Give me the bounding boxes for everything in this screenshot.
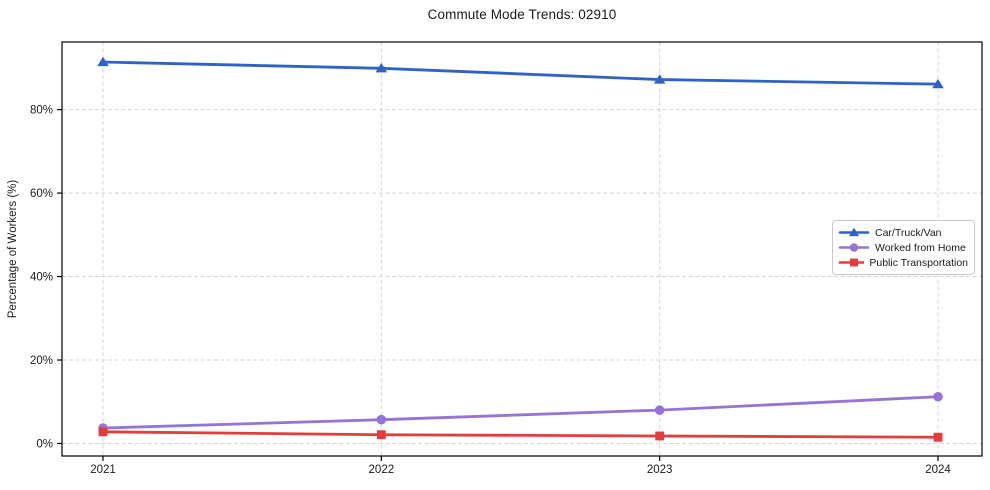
legend-item-car-truck-van: Car/Truck/Van bbox=[838, 226, 968, 239]
y-tick-label: 40% bbox=[30, 272, 53, 284]
series-public-transportation bbox=[98, 427, 943, 442]
x-tick-label: 2021 bbox=[90, 464, 116, 476]
legend-label: Car/Truck/Van bbox=[875, 226, 942, 239]
marker-circle-icon bbox=[933, 391, 943, 402]
legend-label: Worked from Home bbox=[875, 241, 966, 254]
chart-title: Commute Mode Trends: 02910 bbox=[427, 7, 617, 22]
series-car-truck-van bbox=[97, 56, 944, 89]
marker-triangle-icon bbox=[848, 227, 860, 237]
marker-square-icon bbox=[376, 430, 386, 440]
marker-triangle-icon bbox=[375, 63, 388, 73]
marker-square-icon bbox=[98, 427, 108, 437]
marker-triangle-icon bbox=[932, 78, 944, 89]
marker-circle-icon bbox=[654, 405, 665, 415]
marker-triangle-icon bbox=[97, 56, 109, 67]
plot-border bbox=[61, 41, 983, 457]
marker-circle-icon bbox=[376, 414, 387, 425]
series-line-car-truck-van bbox=[101, 60, 940, 86]
legend-label: Public Transportation bbox=[869, 256, 968, 269]
marker-square-icon bbox=[655, 431, 665, 441]
axis-ticks bbox=[57, 109, 939, 461]
series-worked-from-home bbox=[98, 391, 943, 433]
series-line-worked-from-home bbox=[101, 395, 940, 430]
y-tick-label: 20% bbox=[30, 355, 53, 367]
marker-square-icon bbox=[933, 432, 943, 442]
x-tick-label: 2023 bbox=[647, 464, 673, 476]
legend-item-worked-from-home: Worked from Home bbox=[838, 241, 968, 254]
x-tick-label: 2022 bbox=[369, 464, 395, 476]
legend-square-icon bbox=[838, 258, 865, 267]
x-tick-label: 2024 bbox=[925, 464, 951, 476]
legend-circle-icon bbox=[838, 243, 870, 252]
y-tick-label: 0% bbox=[36, 438, 53, 450]
marker-square-icon bbox=[850, 258, 858, 267]
series-line-public-transportation bbox=[101, 430, 940, 439]
axis-tick-labels: 0% 20% 40% 60% 80% 2021 2022 2023 2024 bbox=[30, 105, 951, 476]
legend-item-public-transportation: Public Transportation bbox=[838, 256, 968, 269]
marker-circle-icon bbox=[849, 243, 859, 252]
y-tick-label: 80% bbox=[30, 105, 53, 117]
legend-triangle-icon bbox=[838, 227, 870, 237]
marker-triangle-icon bbox=[653, 74, 666, 84]
legend: Car/Truck/Van Worked from Home Public Tran… bbox=[832, 220, 975, 275]
y-tick-label: 60% bbox=[30, 188, 53, 200]
